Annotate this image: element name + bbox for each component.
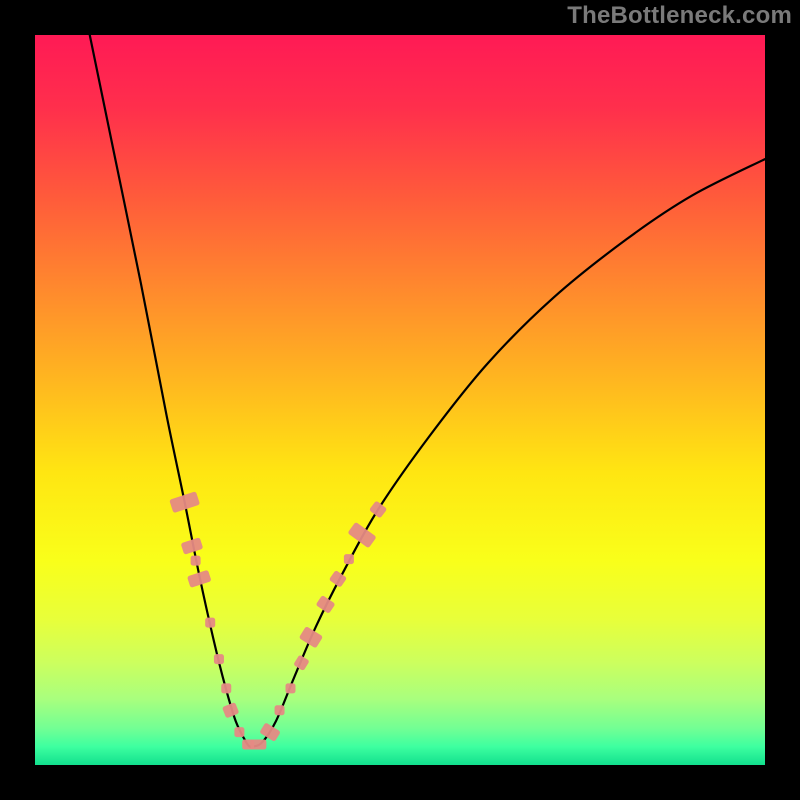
curve-marker: [205, 618, 215, 628]
curve-marker: [214, 654, 224, 664]
curve-marker: [286, 683, 296, 693]
chart-svg: [0, 0, 800, 800]
curve-marker: [234, 727, 244, 737]
curve-marker: [344, 554, 354, 564]
curve-marker: [191, 556, 201, 566]
curve-marker: [250, 740, 266, 750]
watermark-label: TheBottleneck.com: [567, 2, 792, 30]
chart-stage: TheBottleneck.com: [0, 0, 800, 800]
curve-marker: [275, 705, 285, 715]
curve-marker: [221, 683, 231, 693]
plot-area: [35, 35, 765, 765]
